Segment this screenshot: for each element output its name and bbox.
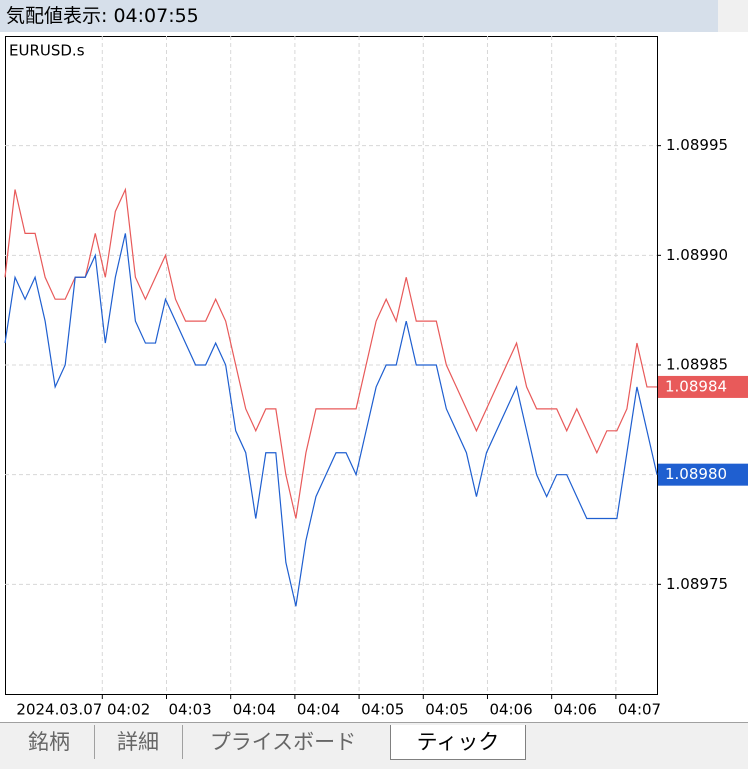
x-tick-label: 2024.03.07 04:02 — [16, 701, 150, 719]
y-tick-label: 1.08985 — [666, 356, 728, 374]
window-title: 気配値表示: 04:07:55 — [0, 0, 718, 32]
price-line — [4, 233, 658, 607]
symbol-label: EURUSD.s — [9, 42, 85, 60]
x-tick-label: 04:05 — [425, 701, 468, 719]
x-tick-label: 04:03 — [168, 701, 211, 719]
price-line — [4, 187, 657, 519]
y-tick-label: 1.08990 — [666, 246, 728, 264]
price-label: 1.08984 — [665, 377, 727, 395]
chart-bg — [0, 32, 748, 722]
y-tick-label: 1.08995 — [666, 136, 728, 154]
x-tick-label: 04:06 — [554, 701, 597, 719]
x-tick-label: 04:07 — [618, 701, 661, 719]
chart: EURUSD.s 1.08975 1.08980 1.08985 1.08990 1.0… — [0, 32, 748, 722]
tab[interactable]: 詳細 — [94, 725, 181, 759]
x-tick-label: 04:04 — [233, 701, 276, 719]
tab-bar: 銘柄 詳細 プライスボード ティック — [0, 722, 748, 769]
tab[interactable]: プライスボード — [182, 725, 383, 759]
price-label-box — [658, 463, 748, 486]
tab[interactable]: ティック — [390, 725, 526, 760]
x-tick-label: 04:06 — [489, 701, 532, 719]
x-tick-label: 04:04 — [297, 701, 340, 719]
y-tick-label: 1.08975 — [666, 575, 728, 593]
price-label: 1.08980 — [665, 465, 727, 483]
tab[interactable]: 銘柄 — [28, 730, 70, 754]
price-label-box — [658, 375, 748, 398]
x-tick-label: 04:05 — [361, 701, 404, 719]
